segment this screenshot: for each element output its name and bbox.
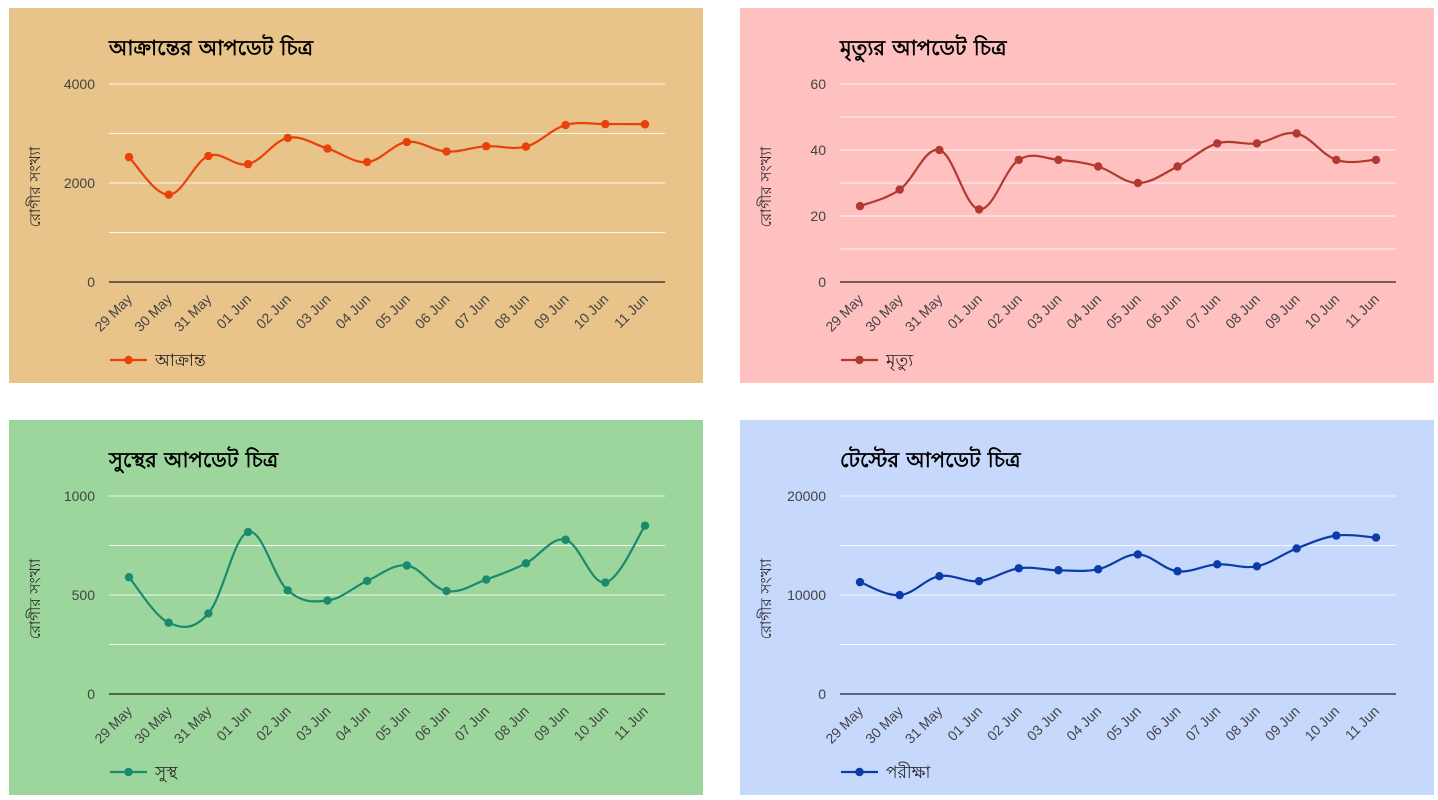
data-point[interactable]: [855, 201, 865, 211]
chart-panel-infected: আক্রান্তের আপডেট চিত্র 0 2000 4000 রোগীর সংখ…: [9, 8, 703, 383]
chart-title: মৃত্যুর আপডেট চিত্র: [839, 34, 1008, 62]
data-point[interactable]: [1093, 162, 1103, 171]
chart-background: [740, 8, 1434, 383]
data-point[interactable]: [482, 575, 491, 584]
y-axis-title: রোগীর সংখ্যা: [26, 146, 44, 227]
chart-svg-tests: টেস্টের আপডেট চিত্র 0 10000 20000 রোগীর সংখ্…: [740, 420, 1434, 795]
data-point[interactable]: [283, 133, 292, 143]
y-tick-label: 2000: [64, 175, 95, 191]
y-tick-label: 40: [810, 142, 826, 158]
y-tick-label: 0: [818, 274, 826, 290]
data-point[interactable]: [482, 142, 491, 151]
data-point[interactable]: [124, 152, 134, 162]
data-point[interactable]: [601, 119, 610, 129]
data-point[interactable]: [362, 576, 372, 586]
y-tick-label: 1000: [64, 488, 95, 504]
y-tick-label: 0: [87, 686, 95, 702]
data-point[interactable]: [640, 120, 650, 129]
data-point[interactable]: [521, 142, 531, 151]
data-point[interactable]: [1173, 162, 1182, 171]
data-point[interactable]: [1213, 139, 1222, 148]
chart-svg-infected: আক্রান্তের আপডেট চিত্র 0 2000 4000 রোগীর সংখ…: [9, 8, 703, 383]
chart-panel-tests: টেস্টের আপডেট চিত্র 0 10000 20000 রোগীর সংখ্…: [740, 420, 1434, 795]
legend-swatch-marker: [855, 355, 864, 365]
data-point[interactable]: [561, 120, 570, 130]
data-point[interactable]: [1093, 565, 1103, 574]
data-point[interactable]: [204, 609, 213, 618]
data-point[interactable]: [974, 205, 984, 214]
data-point[interactable]: [323, 596, 332, 605]
data-point[interactable]: [1173, 567, 1182, 576]
chart-background: [9, 420, 703, 795]
y-axis-title: রোগীর সংখ্যা: [757, 146, 775, 227]
chart-title: আক্রান্তের আপডেট চিত্র: [108, 34, 315, 60]
y-tick-label: 4000: [64, 76, 95, 92]
chart-background: [9, 8, 703, 383]
legend-label[interactable]: পরীক্ষা: [886, 762, 932, 783]
data-point[interactable]: [1014, 564, 1023, 573]
data-point[interactable]: [1133, 178, 1143, 188]
data-point[interactable]: [935, 571, 944, 581]
data-point[interactable]: [1133, 550, 1143, 559]
data-point[interactable]: [243, 159, 253, 169]
data-point[interactable]: [164, 618, 173, 627]
legend-label[interactable]: মৃত্যু: [885, 351, 914, 371]
data-point[interactable]: [283, 586, 292, 595]
y-tick-label: 500: [72, 587, 96, 603]
chart-background: [740, 420, 1434, 795]
legend-swatch-marker: [855, 767, 864, 777]
data-point[interactable]: [1054, 566, 1063, 575]
y-tick-label: 20: [810, 208, 826, 224]
data-point[interactable]: [323, 144, 332, 153]
data-point[interactable]: [855, 577, 865, 587]
data-point[interactable]: [1292, 544, 1301, 553]
chart-title: টেস্টের আপডেট চিত্র: [840, 446, 1022, 472]
data-point[interactable]: [1292, 129, 1301, 138]
data-point[interactable]: [1332, 155, 1341, 165]
data-point[interactable]: [1252, 562, 1262, 571]
y-axis-title: রোগীর সংখ্যা: [26, 558, 44, 639]
data-point[interactable]: [1371, 155, 1381, 165]
y-tick-label: 0: [818, 686, 826, 702]
data-point[interactable]: [1014, 155, 1023, 165]
data-point[interactable]: [895, 185, 904, 194]
data-point[interactable]: [362, 157, 372, 167]
data-point[interactable]: [1252, 139, 1262, 148]
data-point[interactable]: [521, 559, 531, 568]
data-point[interactable]: [204, 151, 213, 161]
data-point[interactable]: [402, 137, 412, 147]
data-point[interactable]: [124, 572, 134, 582]
y-tick-label: 10000: [787, 587, 826, 603]
data-point[interactable]: [243, 527, 253, 537]
data-point[interactable]: [974, 576, 984, 586]
data-point[interactable]: [561, 535, 570, 544]
data-point[interactable]: [164, 190, 173, 199]
legend-swatch-marker: [124, 355, 133, 365]
data-point[interactable]: [442, 586, 451, 596]
chart-title: সুস্থের আপডেট চিত্র: [108, 446, 280, 473]
data-point[interactable]: [1332, 531, 1341, 540]
y-tick-label: 60: [810, 76, 826, 92]
y-axis-title: রোগীর সংখ্যা: [757, 558, 775, 639]
data-point[interactable]: [640, 521, 650, 530]
data-point[interactable]: [402, 561, 412, 570]
data-point[interactable]: [895, 590, 904, 600]
data-point[interactable]: [935, 145, 944, 155]
y-tick-label: 20000: [787, 488, 826, 504]
y-tick-label: 0: [87, 274, 95, 290]
data-point[interactable]: [601, 578, 610, 587]
data-point[interactable]: [1371, 533, 1381, 542]
chart-panel-recovered: সুস্থের আপডেট চিত্র 0 500 1000 রোগীর সংখ্যা 2…: [9, 420, 703, 795]
chart-panel-deaths: মৃত্যুর আপডেট চিত্র 0 20 40 60 রোগীর সংখ্যা 29…: [740, 8, 1434, 383]
data-point[interactable]: [1213, 560, 1222, 569]
legend-label[interactable]: সুস্থ: [154, 763, 178, 783]
legend-label[interactable]: আক্রান্ত: [154, 351, 206, 371]
data-point[interactable]: [442, 147, 451, 156]
legend-swatch-marker: [124, 767, 133, 777]
data-point[interactable]: [1054, 155, 1063, 165]
